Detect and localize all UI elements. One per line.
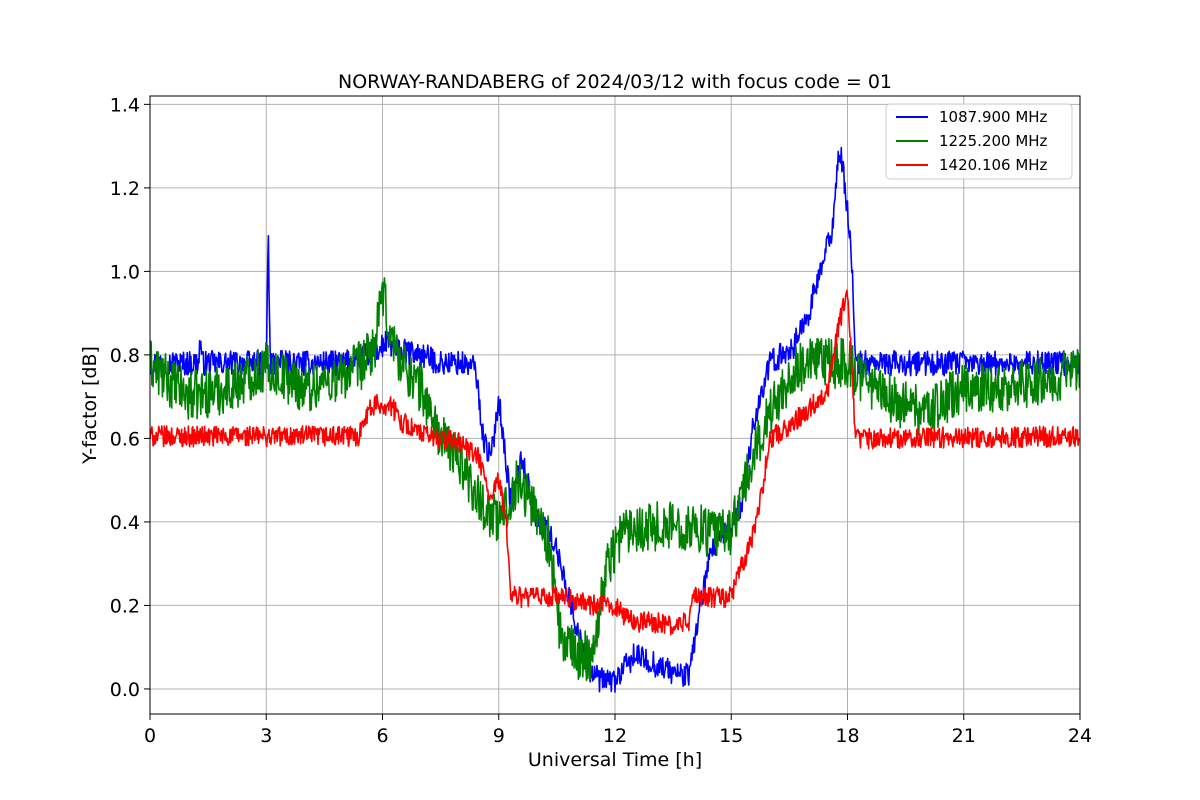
y-tick-label: 1.2 <box>110 178 140 200</box>
series-layer <box>150 146 1080 693</box>
x-tick-label: 0 <box>144 725 156 747</box>
legend-label: 1420.106 MHz <box>939 156 1048 174</box>
x-tick-label: 24 <box>1068 725 1092 747</box>
y-tick-label: 0.6 <box>110 428 140 450</box>
x-tick-label: 3 <box>260 725 272 747</box>
series-line-2 <box>150 277 1080 682</box>
y-axis-label: Y-factor [dB] <box>79 346 101 465</box>
x-axis-label: Universal Time [h] <box>528 749 702 771</box>
y-tick-label: 0.8 <box>110 345 140 367</box>
x-tick-label: 18 <box>835 725 859 747</box>
legend-label: 1087.900 MHz <box>939 108 1048 126</box>
y-tick-label: 1.0 <box>110 261 140 283</box>
legend-box <box>885 103 1073 180</box>
y-tick-label: 0.4 <box>110 512 140 534</box>
series-line-1 <box>150 146 1080 693</box>
y-axis-ticks: 0.0 0.2 0.4 0.6 0.8 1.0 1.2 1.4 <box>110 94 150 701</box>
y-tick-label: 1.4 <box>110 94 140 116</box>
series-line-3 <box>150 289 1080 636</box>
x-tick-label: 9 <box>493 725 505 747</box>
y-tick-label: 0.2 <box>110 595 140 617</box>
x-axis-ticks: 0 3 6 9 12 15 18 21 24 <box>144 714 1092 747</box>
x-tick-label: 15 <box>719 725 743 747</box>
x-tick-label: 12 <box>603 725 627 747</box>
legend: 1087.900 MHz 1225.200 MHz 1420.106 MHz <box>885 103 1073 180</box>
x-tick-label: 21 <box>952 725 976 747</box>
y-tick-label: 0.0 <box>110 679 140 701</box>
legend-label: 1225.200 MHz <box>939 132 1048 150</box>
x-tick-label: 6 <box>376 725 388 747</box>
chart-title: NORWAY-RANDABERG of 2024/03/12 with focu… <box>338 71 892 93</box>
